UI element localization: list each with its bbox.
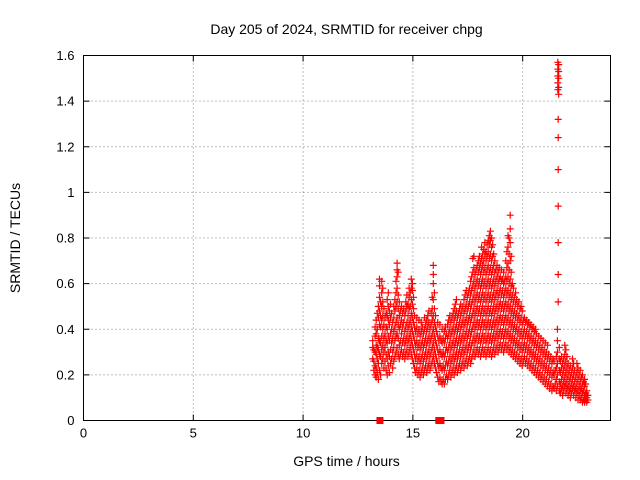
y-tick-label: 1 [67,185,74,200]
y-tick-label: 1.2 [56,139,74,154]
y-tick-label: 0.2 [56,367,74,382]
event-flag-markers [376,417,445,424]
x-axis-label: GPS time / hours [293,453,400,469]
x-tick-label: 10 [296,426,310,441]
plot-border [83,55,611,421]
y-tick-label: 0.4 [56,322,74,337]
x-tick-label: 0 [80,426,87,441]
x-tick-label: 15 [406,426,420,441]
y-tick-label: 1.4 [56,94,74,109]
flag-square-marker [376,417,384,424]
scatter-points [369,58,592,406]
x-tick-labels: 0 5 10 15 20 [80,426,530,441]
x-tick-label: 5 [190,426,197,441]
y-tick-label: 0.8 [56,231,74,246]
chart-title: Day 205 of 2024, SRMTID for receiver chp… [210,21,483,37]
flag-square-marker [437,417,445,424]
y-tick-labels: 0 0.2 0.4 0.6 0.8 1 1.2 1.4 1.6 [56,48,74,428]
y-tick-label: 0 [67,413,74,428]
y-tick-label: 0.6 [56,276,74,291]
y-tick-label: 1.6 [56,48,74,63]
x-tick-label: 20 [515,426,529,441]
